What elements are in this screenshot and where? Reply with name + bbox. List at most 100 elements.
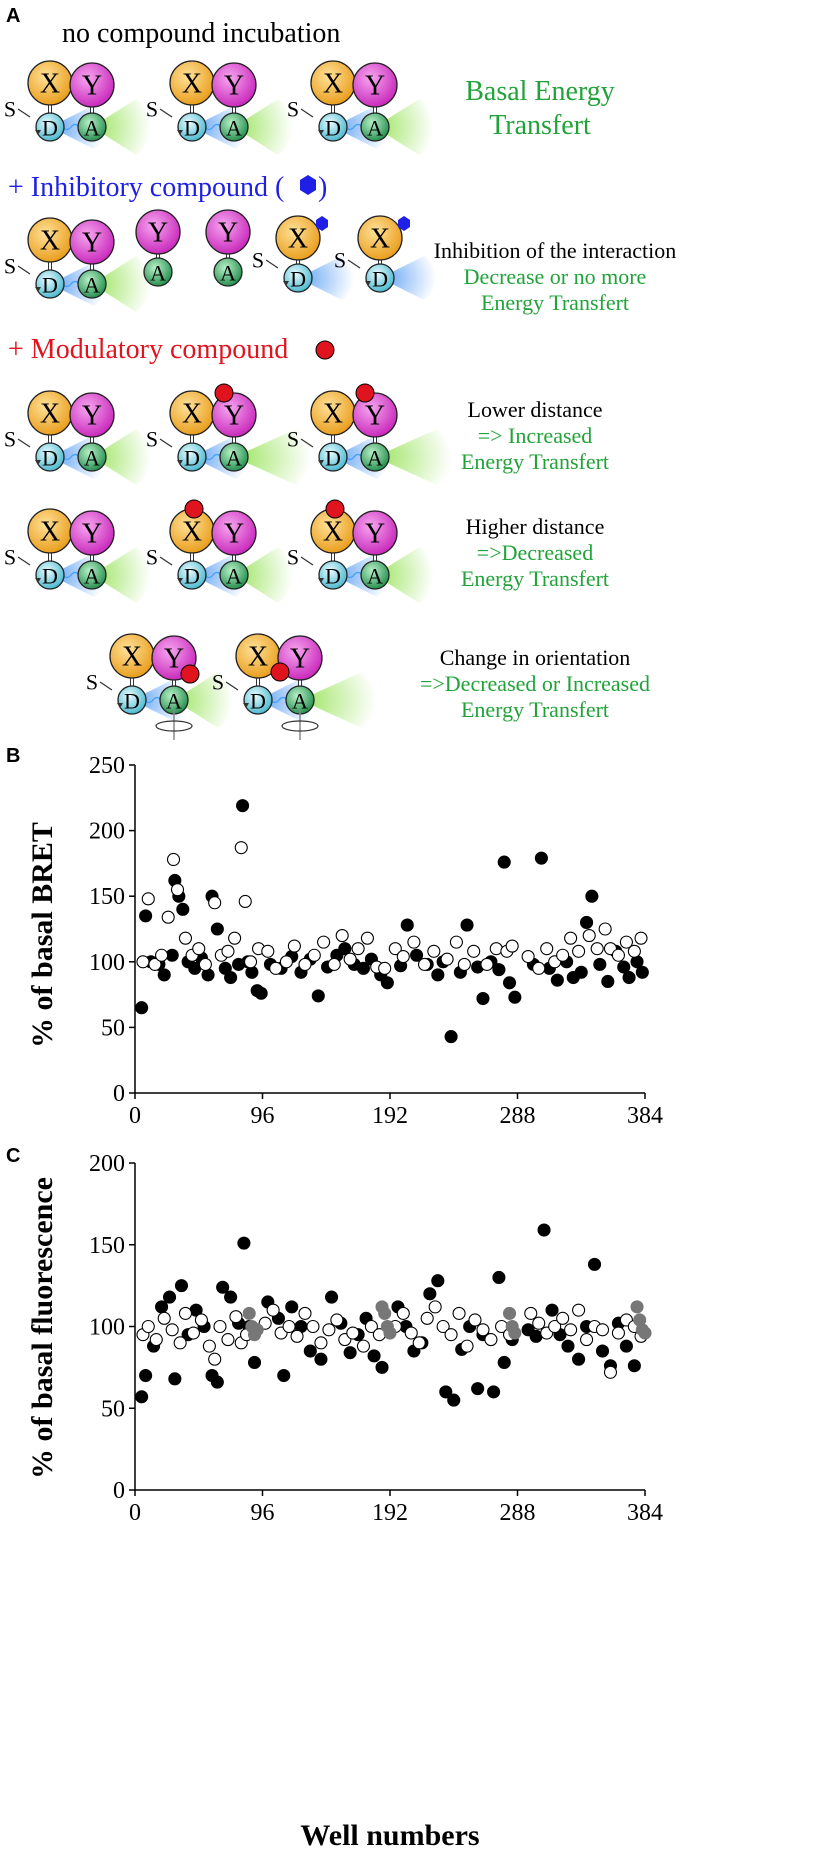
acceptor-emission bbox=[300, 672, 377, 728]
b-point-open bbox=[540, 942, 554, 956]
donor-d bbox=[318, 112, 348, 142]
row5-text-1: Change in orientation bbox=[440, 645, 631, 670]
b-point-open bbox=[166, 852, 181, 867]
protein-y bbox=[69, 62, 115, 108]
b-ytick-label: 50 bbox=[101, 1015, 125, 1041]
acceptor-a-letter: A bbox=[84, 116, 100, 141]
inhibitor-bound-icon bbox=[398, 216, 410, 231]
donor-d bbox=[35, 269, 65, 299]
row4-text-1: Higher distance bbox=[466, 514, 605, 539]
s-linker bbox=[225, 681, 239, 691]
c-point-open bbox=[208, 1352, 222, 1366]
b-point-open bbox=[480, 957, 494, 971]
c-point-filled bbox=[314, 1352, 328, 1366]
b-point-open bbox=[582, 929, 596, 943]
c-point-open bbox=[460, 1339, 474, 1353]
row5-text-3: Energy Transfert bbox=[461, 697, 609, 722]
b-point-filled bbox=[502, 976, 517, 990]
c-point-grey bbox=[508, 1326, 522, 1340]
protein-top-letter: Y bbox=[148, 218, 168, 249]
b-point-open bbox=[572, 944, 586, 958]
anchor-arrow bbox=[177, 130, 183, 135]
acceptor-emission bbox=[234, 99, 293, 155]
c-point-open bbox=[314, 1336, 328, 1350]
donor-d-letter: D bbox=[42, 564, 58, 589]
b-point-filled bbox=[444, 1030, 458, 1044]
protein-x-letter: X bbox=[40, 517, 60, 548]
s-linker bbox=[17, 438, 31, 448]
b-point-filled bbox=[593, 957, 607, 971]
acceptor-a bbox=[219, 442, 249, 472]
acceptor-a bbox=[77, 560, 107, 590]
panel-c-label: C bbox=[6, 1145, 20, 1167]
c-point-open bbox=[548, 1319, 562, 1334]
panel-b-label: B bbox=[6, 745, 20, 767]
c-point-open bbox=[306, 1319, 320, 1334]
acceptor-a bbox=[360, 560, 390, 590]
acceptor-a-letter: A bbox=[367, 446, 383, 471]
xy-complex: X YD A S bbox=[4, 60, 151, 155]
acceptor-a-letter: A bbox=[367, 116, 383, 141]
acceptor-emission bbox=[375, 547, 434, 603]
panel-b-ylabel: % of basal BRET bbox=[26, 822, 59, 1048]
acceptor-a bbox=[360, 112, 390, 142]
b-ytick-label: 0 bbox=[113, 1081, 125, 1107]
c-point-open bbox=[290, 1329, 304, 1343]
xy-complex: X YD A S bbox=[212, 633, 377, 740]
s-linker bbox=[300, 556, 314, 566]
donor-d bbox=[177, 442, 207, 472]
anchor-arrow bbox=[318, 460, 324, 465]
row4-text-2: =>Decreased bbox=[477, 540, 593, 565]
protein-y-letter: Y bbox=[365, 519, 385, 550]
c-point-open bbox=[282, 1319, 296, 1334]
b-xtick-label: 96 bbox=[251, 1103, 275, 1129]
panel-b: B % of basal BRET 0 50 100 150 200 250 0 96 192 2… bbox=[6, 745, 663, 1129]
c-point-filled bbox=[545, 1303, 559, 1317]
donor-emission bbox=[380, 256, 437, 300]
b-point-filled bbox=[338, 942, 352, 956]
donor-d-letter: D bbox=[325, 446, 341, 471]
c-point-filled bbox=[492, 1270, 506, 1284]
acceptor-a-letter: A bbox=[84, 446, 100, 471]
c-point-open bbox=[364, 1319, 378, 1334]
acceptor-emission bbox=[92, 547, 151, 603]
xy-complex: X YD A S bbox=[86, 633, 233, 740]
b-point-open bbox=[178, 931, 193, 945]
c-point-filled bbox=[367, 1349, 381, 1363]
acceptor-emission bbox=[92, 429, 151, 485]
protein-y-letter: Y bbox=[82, 401, 102, 432]
b-point-open bbox=[505, 939, 519, 953]
s-linker bbox=[159, 556, 173, 566]
b-point-open bbox=[136, 955, 150, 969]
xy-complex: X YD A S bbox=[146, 60, 293, 155]
donor-d-letter: D bbox=[42, 116, 58, 141]
b-point-filled bbox=[176, 902, 190, 916]
b-point-open bbox=[388, 942, 402, 956]
c-point-open bbox=[221, 1333, 235, 1347]
c-point-filled bbox=[439, 1385, 453, 1399]
protein-y bbox=[352, 392, 398, 438]
b-point-open bbox=[532, 961, 546, 975]
protein-y bbox=[211, 392, 257, 438]
donor-d-letter: D bbox=[325, 564, 341, 589]
s-label: S bbox=[146, 545, 158, 570]
c-point-open bbox=[298, 1306, 312, 1320]
c-point-filled bbox=[285, 1300, 299, 1314]
c-point-filled bbox=[537, 1223, 551, 1237]
row1-text-2: Transfert bbox=[489, 110, 591, 141]
modulator-on-y bbox=[214, 383, 234, 403]
panel-c-ylabel: % of basal fluorescence bbox=[26, 1177, 59, 1479]
protein-y bbox=[69, 219, 115, 265]
c-point-open bbox=[580, 1333, 594, 1347]
b-point-filled bbox=[585, 889, 599, 903]
c-point-open bbox=[194, 1313, 208, 1327]
donor-d bbox=[177, 560, 207, 590]
acceptor-emission bbox=[375, 99, 434, 155]
c-ytick-label: 150 bbox=[89, 1233, 125, 1259]
b-point-filled bbox=[311, 989, 325, 1003]
protein-bottom-letter: A bbox=[220, 261, 236, 286]
c-point-open bbox=[173, 1336, 187, 1350]
panel-a: A no compound incubation Basal Energy Tr… bbox=[4, 5, 676, 740]
donor-d-letter: D bbox=[325, 116, 341, 141]
s-label: S bbox=[287, 545, 299, 570]
